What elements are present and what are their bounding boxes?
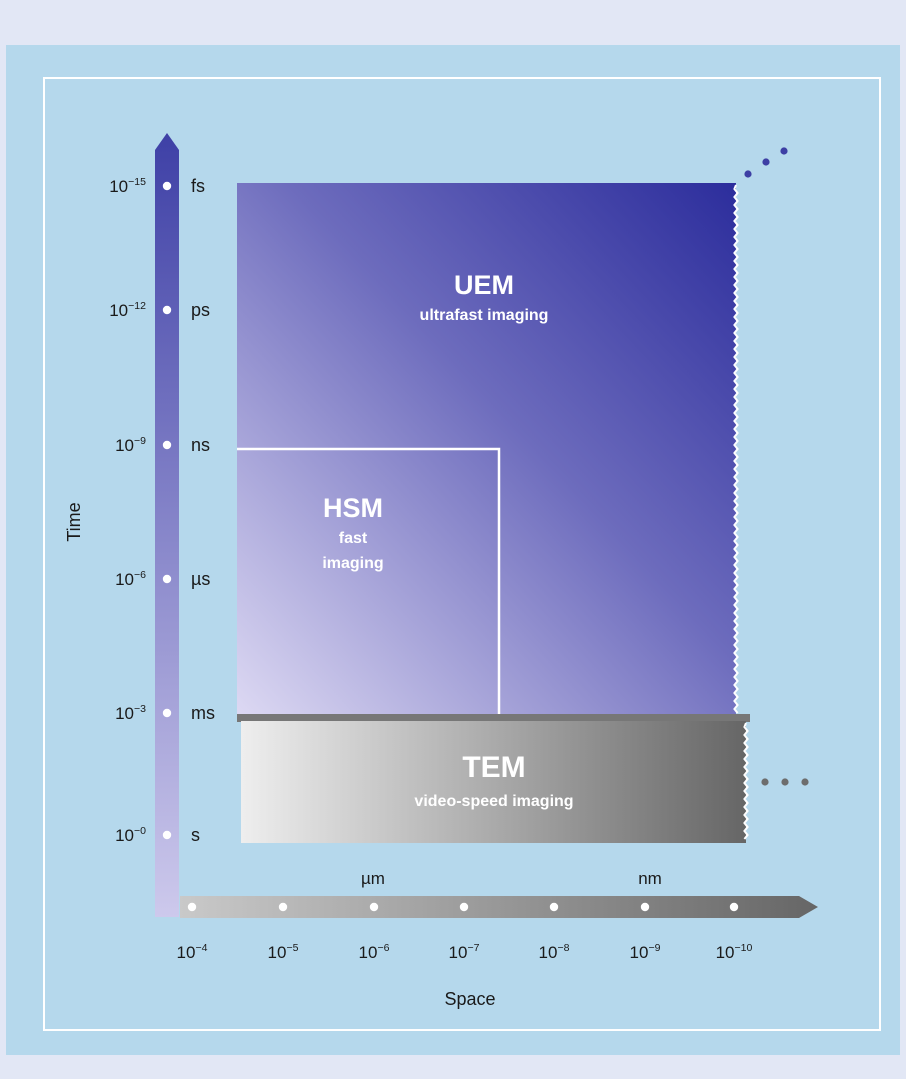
time-unit-label: ns bbox=[191, 435, 210, 455]
space-tick-dot bbox=[369, 902, 379, 912]
uem-jagged-edge bbox=[733, 184, 739, 714]
ellipsis-dot bbox=[801, 778, 809, 786]
space-tick-dot bbox=[187, 902, 197, 912]
space-tick-dot bbox=[278, 902, 288, 912]
space-tick-label: 10−9 bbox=[630, 942, 661, 962]
time-tick-label: 10−0 bbox=[115, 825, 146, 845]
space-tick-label: 10−8 bbox=[539, 942, 570, 962]
space-tick-label-base: 10 bbox=[449, 943, 468, 962]
tem-continuation-dots bbox=[761, 778, 809, 786]
time-unit-label: µs bbox=[191, 569, 210, 589]
time-tick-label-base: 10 bbox=[115, 570, 134, 589]
time-tick-label-base: 10 bbox=[115, 704, 134, 723]
time-tick-label-base: 10 bbox=[109, 301, 128, 320]
time-tick-label-exponent: −12 bbox=[128, 300, 146, 312]
tem-subtitle: video-speed imaging bbox=[414, 793, 573, 810]
time-tick-dot bbox=[162, 708, 172, 718]
time-axis bbox=[155, 133, 179, 917]
tem-jagged-edge bbox=[743, 722, 749, 840]
time-tick-label-exponent: −6 bbox=[134, 569, 146, 581]
space-tick-label-exponent: −10 bbox=[735, 942, 753, 954]
hsm-subtitle-line1: fast bbox=[339, 530, 368, 547]
space-tick-label-exponent: −9 bbox=[648, 942, 660, 954]
time-tick-label: 10−3 bbox=[115, 703, 146, 723]
space-axis-ticks: 10−4 10−5 10−6 10−7 10−8 10−9 10−10 bbox=[177, 902, 753, 962]
space-tick-label-exponent: −4 bbox=[195, 942, 207, 954]
ellipsis-dot bbox=[744, 170, 752, 178]
tem-title: TEM bbox=[462, 751, 525, 784]
space-tick-label-base: 10 bbox=[716, 943, 735, 962]
time-tick-dot bbox=[162, 574, 172, 584]
time-tick-dot bbox=[162, 305, 172, 315]
time-tick-label-exponent: −9 bbox=[134, 435, 146, 447]
space-tick-label-exponent: −6 bbox=[377, 942, 389, 954]
space-tick-label-base: 10 bbox=[630, 943, 649, 962]
time-unit-label: ms bbox=[191, 703, 215, 723]
time-tick-label-exponent: −3 bbox=[134, 703, 146, 715]
time-tick-label-exponent: −15 bbox=[128, 176, 146, 188]
ellipsis-dot bbox=[781, 778, 789, 786]
space-axis-label: Space bbox=[444, 989, 495, 1009]
space-tick-label-exponent: −7 bbox=[467, 942, 479, 954]
hsm-subtitle-line2: imaging bbox=[322, 555, 383, 572]
time-tick-label: 10−6 bbox=[115, 569, 146, 589]
ellipsis-dot bbox=[762, 158, 770, 166]
hsm-outline bbox=[237, 447, 501, 716]
space-tick-label: 10−10 bbox=[716, 942, 753, 962]
space-tick-label-base: 10 bbox=[268, 943, 287, 962]
space-tick-label: 10−6 bbox=[359, 942, 390, 962]
time-tick-label-base: 10 bbox=[109, 177, 128, 196]
space-axis-arrow bbox=[180, 896, 818, 918]
tem-region bbox=[241, 721, 746, 843]
space-tick-label-base: 10 bbox=[539, 943, 558, 962]
space-tick-dot bbox=[549, 902, 559, 912]
time-tick-label: 10−12 bbox=[109, 300, 146, 320]
time-tick-label-base: 10 bbox=[115, 826, 134, 845]
ellipsis-dot bbox=[761, 778, 769, 786]
uem-title: UEM bbox=[454, 270, 514, 300]
tem-top-bar bbox=[237, 714, 750, 722]
space-tick-label-base: 10 bbox=[177, 943, 196, 962]
hsm-title: HSM bbox=[323, 493, 383, 523]
space-tick-label: 10−5 bbox=[268, 942, 299, 962]
time-tick-label: 10−9 bbox=[115, 435, 146, 455]
uem-subtitle: ultrafast imaging bbox=[420, 307, 549, 324]
space-tick-dot bbox=[640, 902, 650, 912]
time-axis-arrow bbox=[155, 133, 179, 917]
time-tick-label-exponent: −0 bbox=[134, 825, 146, 837]
space-tick-label: 10−7 bbox=[449, 942, 480, 962]
space-unit-label-nm: nm bbox=[638, 869, 662, 888]
space-tick-dot bbox=[729, 902, 739, 912]
space-unit-label-um: µm bbox=[361, 869, 385, 888]
uem-continuation-dots bbox=[744, 147, 788, 178]
time-tick-dot bbox=[162, 181, 172, 191]
space-tick-label-exponent: −5 bbox=[286, 942, 298, 954]
space-tick-label: 10−4 bbox=[177, 942, 208, 962]
time-tick-label: 10−15 bbox=[109, 176, 146, 196]
ellipsis-dot bbox=[780, 147, 788, 155]
space-tick-label-base: 10 bbox=[359, 943, 378, 962]
time-tick-dot bbox=[162, 440, 172, 450]
time-axis-label: Time bbox=[64, 502, 84, 541]
space-tick-dot bbox=[459, 902, 469, 912]
time-tick-label-base: 10 bbox=[115, 436, 134, 455]
time-tick-dot bbox=[162, 830, 172, 840]
time-unit-label: s bbox=[191, 825, 200, 845]
time-unit-label: fs bbox=[191, 176, 205, 196]
time-unit-label: ps bbox=[191, 300, 210, 320]
panel-border bbox=[43, 77, 881, 1031]
space-tick-label-exponent: −8 bbox=[557, 942, 569, 954]
